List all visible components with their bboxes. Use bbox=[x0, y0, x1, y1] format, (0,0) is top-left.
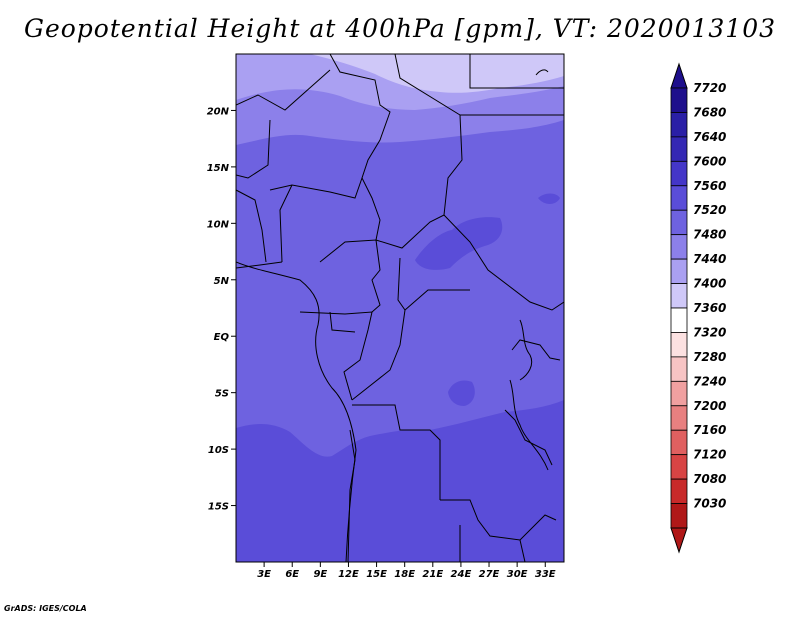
grads-credit: GrADS: IGES/COLA bbox=[4, 604, 87, 613]
lon-label: 30E bbox=[507, 569, 528, 580]
colorbar-swatch bbox=[670, 258, 688, 284]
colorbar-swatch bbox=[670, 112, 688, 138]
map-panel bbox=[236, 54, 564, 562]
colorbar-label: 7200 bbox=[693, 399, 726, 413]
lon-label: 18E bbox=[394, 569, 415, 580]
colorbar-label: 7680 bbox=[693, 105, 726, 119]
lat-label: 5N bbox=[214, 276, 230, 287]
colorbar-label: 7560 bbox=[693, 179, 726, 193]
colorbar-swatch bbox=[670, 380, 688, 407]
field-patch-7560-a bbox=[415, 217, 503, 270]
lon-label: 33E bbox=[535, 569, 556, 580]
colorbar-swatch bbox=[670, 429, 688, 456]
colorbar-top-arrow bbox=[670, 62, 688, 89]
colorbar-label: 7400 bbox=[693, 277, 726, 291]
colorbar-label: 7480 bbox=[693, 228, 726, 242]
colorbar-label: 7360 bbox=[693, 301, 726, 315]
lat-label: 15N bbox=[207, 163, 230, 174]
colorbar-label: 7640 bbox=[693, 130, 726, 144]
latitude-axis: 20N 15N 10N 5N EQ 5S 10S 15S bbox=[207, 106, 236, 513]
colorbar-swatch bbox=[670, 160, 688, 187]
colorbar-swatch bbox=[670, 478, 688, 504]
colorbar-swatch bbox=[670, 332, 688, 358]
lat-label: 10S bbox=[208, 445, 229, 456]
lon-label: 24E bbox=[451, 569, 472, 580]
lon-label: 27E bbox=[479, 569, 500, 580]
colorbar-label: 7720 bbox=[693, 81, 726, 95]
lon-label: 15E bbox=[366, 569, 387, 580]
longitude-axis: 3E 6E 9E 12E 15E 18E 21E 24E 27E 30E 33E bbox=[257, 562, 556, 580]
colorbar-bottom-arrow bbox=[670, 527, 688, 554]
map-frame bbox=[235, 53, 565, 563]
colorbar-label: 7030 bbox=[693, 497, 726, 511]
lon-label: 21E bbox=[422, 569, 443, 580]
lat-label: EQ bbox=[214, 332, 230, 343]
lon-label: 9E bbox=[313, 569, 327, 580]
lon-label: 6E bbox=[285, 569, 299, 580]
lat-label: 15S bbox=[208, 502, 229, 513]
chart-title: Geopotential Height at 400hPa [gpm], VT:… bbox=[23, 14, 777, 43]
colorbar-swatch bbox=[670, 185, 688, 211]
colorbar-label: 7440 bbox=[693, 252, 726, 266]
colorbar-label: 7120 bbox=[693, 448, 726, 462]
colorbar-swatch bbox=[670, 503, 688, 529]
colorbar-label: 7080 bbox=[693, 472, 726, 486]
coastline bbox=[236, 69, 549, 562]
colorbar-label: 7600 bbox=[693, 154, 726, 168]
lon-label: 12E bbox=[338, 569, 359, 580]
colorbar-swatch bbox=[670, 405, 688, 431]
field-band-7560 bbox=[236, 400, 564, 562]
field-band-7400 bbox=[310, 54, 564, 93]
lat-label: 20N bbox=[207, 106, 230, 117]
lon-label: 3E bbox=[257, 569, 271, 580]
colorbar-swatch bbox=[670, 307, 688, 333]
colorbar-swatch bbox=[670, 209, 688, 236]
colorbar-label: 7520 bbox=[693, 203, 726, 217]
colorbar-label: 7160 bbox=[693, 423, 726, 437]
country-borders bbox=[236, 54, 564, 562]
colorbar-swatch bbox=[670, 283, 688, 309]
field-patch-7560-c bbox=[538, 193, 560, 204]
colorbar: 7720 7680 7640 7600 7560 7520 7480 7440 7400 7360… bbox=[670, 62, 726, 554]
colorbar-label: 7320 bbox=[693, 325, 726, 339]
colorbar-swatch bbox=[670, 234, 688, 260]
colorbar-swatch bbox=[670, 136, 688, 162]
colorbar-swatch bbox=[670, 87, 688, 113]
field-patch-7560-b bbox=[448, 380, 475, 406]
lat-label: 10N bbox=[207, 219, 230, 230]
colorbar-swatch bbox=[670, 356, 688, 382]
colorbar-label: 7280 bbox=[693, 350, 726, 364]
colorbar-label: 7240 bbox=[693, 374, 726, 388]
lat-label: 5S bbox=[215, 389, 229, 400]
colorbar-swatch bbox=[670, 454, 688, 480]
